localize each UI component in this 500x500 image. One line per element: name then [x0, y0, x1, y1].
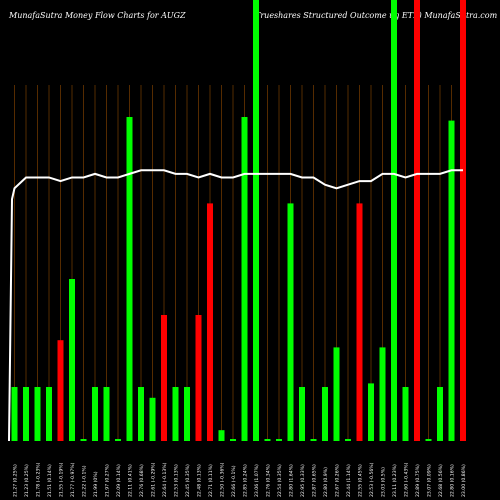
bar-25 [287, 203, 294, 441]
x-tick-label: 23.00 (0.86%) [461, 464, 467, 497]
bar-40 [460, 0, 466, 441]
x-tick-label: 21.27 (0.25%) [13, 464, 19, 497]
bar-30 [345, 439, 351, 441]
bar-35 [402, 387, 409, 441]
bar-9 [103, 387, 110, 441]
x-tick-label: 22.64 (-0.13%) [162, 462, 168, 497]
bar-16 [184, 387, 190, 441]
chart-title-right: Trueshares Structured Outcome ug ETF) Mu… [255, 11, 498, 20]
bar-12 [138, 387, 144, 441]
bar-28 [322, 387, 328, 441]
x-tick-label: 23.06 (1.07%) [254, 464, 260, 497]
bar-6 [69, 279, 75, 441]
bar-15 [172, 387, 179, 441]
bar-27 [310, 439, 317, 441]
bar-4 [46, 387, 52, 441]
x-tick-label: 22.55 (0.45%) [358, 464, 364, 497]
x-tick-label: 21.23 (0.25%) [24, 464, 30, 497]
x-tick-label: 22.54 (0.35%) [277, 464, 283, 497]
x-tick-label: 23.03 (0.5%) [381, 467, 387, 497]
x-tick-label: 22.67 (0.26%) [335, 464, 341, 497]
x-tick-label: 22.11 (0.41%) [128, 464, 134, 497]
bar-38 [437, 387, 443, 441]
x-tick-label: 22.76 (0.34%) [266, 464, 272, 497]
x-tick-label: 22.09 (0.14%) [116, 464, 122, 497]
x-tick-label: 22.66 (-0.1%) [231, 465, 237, 497]
bar-20 [230, 439, 236, 441]
x-tick-label: 21.55 (-0.19%) [59, 462, 65, 497]
bar-29 [333, 347, 340, 441]
x-tick-label: 22.53 (0.13%) [174, 464, 180, 497]
bar-24 [276, 439, 282, 441]
bar-33 [379, 347, 386, 441]
x-tick-label: 22.89 (0.75%) [415, 464, 421, 497]
x-tick-label: 22.50 (-0.36%) [220, 462, 226, 497]
x-tick-label: 21.97 (0.27%) [105, 464, 111, 497]
x-tick-label: 22.80 (0.16%) [450, 464, 456, 497]
x-tick-label: 22.85 (0.24%) [243, 464, 249, 497]
bar-37 [425, 439, 432, 441]
x-tick-label: 22.22 (-0.1%) [82, 465, 88, 497]
bar-2 [23, 387, 29, 441]
bar-39 [448, 120, 455, 441]
bar-23 [264, 439, 271, 441]
bar-13 [149, 397, 156, 441]
bar-5 [57, 340, 64, 441]
bar-11 [126, 117, 133, 441]
x-tick-label: 22.53 (-0.56%) [369, 462, 375, 497]
x-tick-label: 22.44 (1.14%) [346, 464, 352, 497]
bar-22 [253, 0, 259, 441]
x-tick-label: 22.80 (0.9%) [323, 467, 329, 497]
bar-1 [11, 387, 18, 441]
bar-31 [356, 203, 363, 441]
bar-14 [161, 315, 167, 441]
x-tick-label: 22.60 (-0.43%) [404, 462, 410, 497]
x-tick-label: 21.78 (-0.23%) [36, 462, 42, 497]
x-tick-label: 22.80 (1.64%) [289, 464, 295, 497]
x-tick-label: 22.76 (0.68%) [139, 464, 145, 497]
x-tick-label: 22.61 (-0.29%) [151, 462, 157, 497]
bar-18 [207, 203, 213, 441]
chart-title-left: MunafaSutra Money Flow Charts for AUGZ [9, 11, 186, 20]
x-tick-label: 22.87 (0.65%) [312, 464, 318, 497]
x-tick-label: 22.48 (0.13%) [197, 464, 203, 497]
bar-26 [299, 387, 305, 441]
x-tick-label: 22.68 (0.56%) [438, 464, 444, 497]
bar-21 [241, 117, 248, 441]
x-tick-label: 22.71 (0.11%) [208, 464, 214, 497]
x-tick-label: 23.11 (0.23%) [392, 464, 398, 497]
bar-17 [195, 315, 202, 441]
bar-36 [414, 0, 420, 441]
x-tick-label: 22.95 (0.33%) [300, 464, 306, 497]
bar-10 [115, 439, 121, 441]
bar-34 [391, 0, 397, 441]
bar-3 [34, 387, 41, 441]
x-tick-label: 21.51 (0.14%) [47, 464, 53, 497]
bar-7 [80, 439, 87, 441]
x-tick-label: 22.45 (0.35%) [185, 464, 191, 497]
bar-19 [218, 430, 225, 441]
flow-line [8, 169, 463, 442]
x-tick-label: 21.99 (0%) [93, 471, 99, 497]
x-tick-label: 21.77 (-0.97%) [70, 462, 76, 497]
x-tick-label: 23.07 (0.09%) [427, 464, 433, 497]
bar-32 [368, 383, 374, 441]
bar-8 [92, 387, 98, 441]
